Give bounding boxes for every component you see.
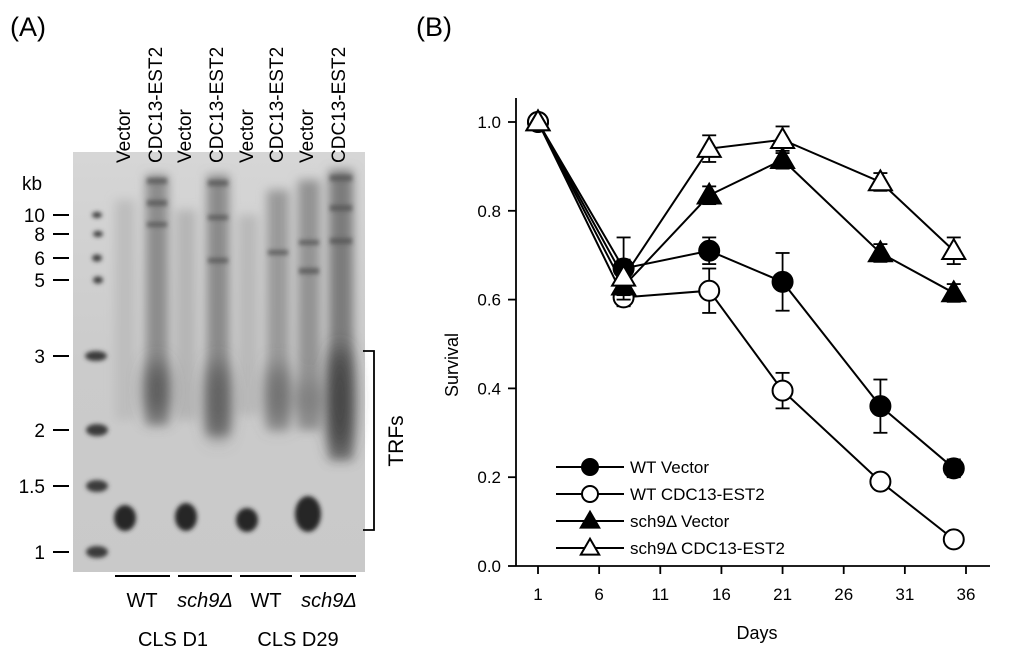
time-label-d29: CLS D29 — [257, 629, 338, 651]
marker-size-label: 1.5 — [19, 477, 45, 498]
marker-ladder — [85, 212, 108, 558]
series-3 — [524, 108, 968, 297]
x-tick-label: 11 — [651, 585, 669, 604]
trf-signal — [146, 345, 352, 455]
data-point-open-circle — [942, 528, 965, 551]
lane-label: Vector — [175, 108, 196, 163]
survival-chart: 0.00.20.40.60.81.01 6 11 16 21 26 31 36DaysSurv… — [442, 98, 990, 643]
marker-size-label: 3 — [34, 347, 45, 368]
legend-label: WT CDC13-EST2 — [630, 485, 765, 504]
legend-label: WT Vector — [630, 458, 709, 477]
x-axis-title: Days — [736, 623, 777, 643]
data-point-filled-triangle — [769, 146, 796, 170]
lane-label: Vector — [114, 108, 135, 163]
genotype-label-wt-d29: WT — [250, 590, 281, 612]
legend-label: sch9Δ CDC13-EST2 — [630, 539, 785, 558]
lane-label: CDC13-EST2 — [267, 47, 288, 163]
data-point-open-triangle — [940, 237, 968, 261]
marker-size-label: 1 — [34, 543, 45, 564]
bottom-bands — [114, 496, 321, 532]
data-point-open-triangle — [867, 168, 894, 192]
lane-label: CDC13-EST2 — [146, 47, 167, 163]
data-point-open-triangle — [695, 135, 723, 158]
data-point-filled-circle — [869, 395, 892, 418]
genotype-label-sch9-d1: sch9Δ — [177, 590, 233, 612]
genotype-label-wt-d1: WT — [126, 590, 157, 612]
upper-bands — [147, 175, 352, 274]
series-line — [537, 121, 955, 280]
legend-item: sch9Δ CDC13-EST2 — [556, 536, 785, 558]
series-0 — [527, 111, 965, 480]
marker-size-label: 8 — [34, 225, 45, 246]
data-point-filled-circle — [581, 458, 599, 476]
data-point-open-triangle — [579, 536, 601, 556]
lane-labels: Vector CDC13-EST2 Vector CDC13-EST2 Vector CD… — [114, 47, 350, 163]
y-tick-label: 0.8 — [477, 202, 501, 221]
lane-label: Vector — [297, 108, 318, 163]
x-tick-label: 16 — [712, 585, 731, 604]
panel-a-label: (A) — [10, 12, 46, 42]
series-2 — [524, 108, 968, 303]
marker-size-label: 2 — [34, 421, 45, 442]
time-label-d1: CLS D1 — [138, 629, 208, 651]
panel-b: (B) 0.00.20.40.60.81.01 6 11 16 21 26 31 36Days… — [416, 12, 990, 643]
size-markers: 108 65 3 2 1.5 1 — [19, 206, 69, 564]
data-point-open-circle — [581, 485, 599, 503]
data-point-filled-triangle — [867, 239, 894, 263]
data-point-filled-triangle — [695, 181, 723, 205]
panel-a: (A) — [10, 12, 408, 651]
y-tick-label: 0.4 — [477, 379, 501, 398]
lane-label: Vector — [237, 108, 258, 163]
marker-unit-label: kb — [22, 174, 42, 195]
lane-label: CDC13-EST2 — [329, 47, 350, 163]
y-tick-label: 0.6 — [477, 291, 501, 310]
x-tick-label: 26 — [834, 585, 853, 604]
x-tick-label: 1 — [533, 585, 542, 604]
series-line — [537, 121, 955, 470]
data-point-filled-triangle — [579, 509, 601, 529]
x-tick-label: 6 — [594, 585, 603, 604]
y-tick-label: 0.2 — [477, 468, 501, 487]
data-point-open-triangle — [769, 126, 796, 150]
x-tick-label: 21 — [773, 585, 792, 604]
genotype-label-sch9-d29: sch9Δ — [301, 590, 357, 612]
data-point-open-circle — [869, 470, 892, 493]
data-point-open-circle — [698, 279, 721, 302]
trf-bracket: TRFs — [363, 350, 408, 531]
data-point-open-circle — [771, 379, 794, 402]
x-tick-label: 31 — [895, 585, 914, 604]
panel-b-label: (B) — [416, 12, 452, 42]
data-point-filled-triangle — [940, 279, 968, 303]
legend-item: WT CDC13-EST2 — [556, 485, 765, 504]
data-point-open-triangle — [610, 263, 637, 287]
bottom-labels: WT sch9Δ WT sch9Δ CLS D1 CLS D29 — [115, 575, 357, 651]
data-point-open-triangle — [524, 108, 552, 132]
x-tick-label: 36 — [957, 585, 976, 604]
y-tick-label: 0.0 — [477, 557, 501, 576]
series-line — [537, 121, 955, 541]
trf-label: TRFs — [385, 415, 408, 466]
y-tick-label: 1.0 — [477, 113, 501, 132]
legend-label: sch9Δ Vector — [630, 512, 730, 531]
data-point-filled-circle — [771, 270, 794, 293]
lane-label: CDC13-EST2 — [207, 47, 228, 163]
data-point-filled-circle — [942, 457, 965, 480]
legend: WT Vector WT CDC13-EST2 sch9Δ Vector sch9Δ … — [556, 458, 785, 558]
gel-image — [73, 152, 365, 572]
marker-size-label: 6 — [34, 249, 45, 270]
legend-item: WT Vector — [556, 458, 709, 477]
legend-item: sch9Δ Vector — [556, 509, 730, 531]
y-axis-title: Survival — [442, 333, 462, 397]
marker-size-label: 5 — [34, 271, 45, 292]
marker-size-label: 10 — [24, 206, 45, 227]
data-point-filled-circle — [698, 239, 721, 262]
series-line — [537, 121, 955, 294]
series-1 — [527, 111, 965, 551]
